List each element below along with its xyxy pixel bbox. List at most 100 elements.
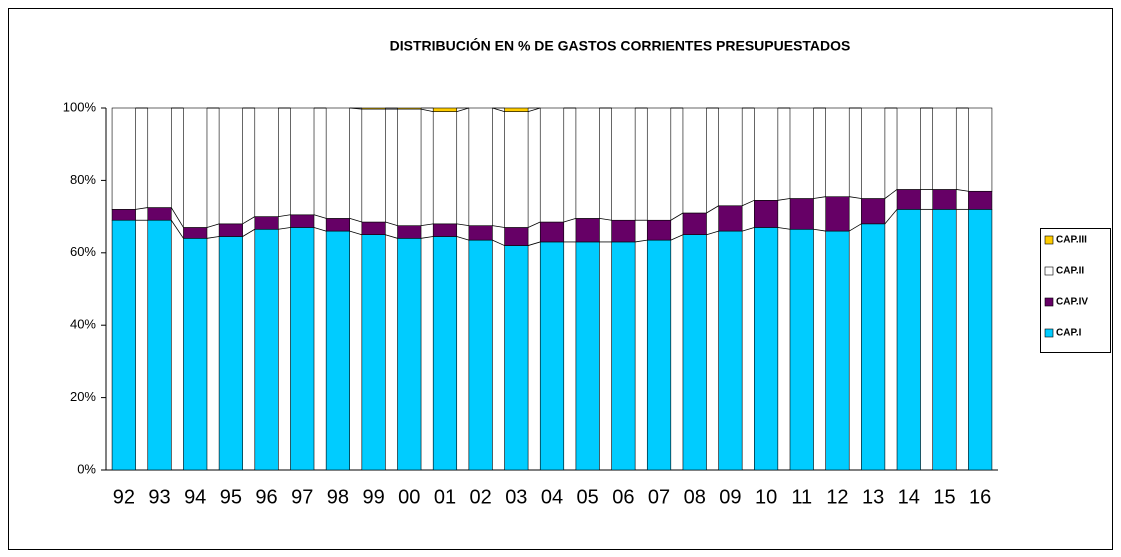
y-tick-label: 60%: [70, 244, 96, 259]
legend-label: CAP.II: [1056, 266, 1084, 277]
series-line: [420, 236, 434, 239]
bar-segment: [575, 218, 600, 243]
series-line: [170, 219, 184, 239]
bar-segment: [504, 227, 529, 246]
series-line: [742, 227, 755, 232]
bar-segment: [147, 107, 172, 208]
x-tick-label: 98: [327, 486, 349, 508]
series-line: [884, 189, 898, 199]
bar-segment: [397, 238, 422, 471]
bar-segment: [789, 198, 814, 230]
bar-segment: [861, 198, 886, 225]
x-tick-label: 07: [648, 486, 670, 508]
bar-segment: [147, 219, 172, 471]
series-line: [492, 239, 505, 246]
x-tick-label: 92: [113, 486, 135, 508]
series-line: [706, 230, 719, 236]
series-line: [456, 223, 469, 227]
series-line: [313, 214, 327, 219]
bar-segment: [611, 241, 636, 471]
y-tick-label: 0%: [77, 461, 96, 476]
bar-segment: [361, 108, 386, 223]
bar-segment: [397, 107, 422, 110]
bar-segment: [325, 218, 350, 232]
series-line: [456, 236, 469, 241]
series-line: [670, 234, 684, 241]
series-line: [956, 189, 969, 192]
bar-segment: [539, 107, 565, 223]
series-line: [206, 223, 220, 228]
bar-segment: [575, 107, 600, 219]
bar-segment: [968, 209, 993, 471]
y-tick-label: 80%: [70, 172, 96, 187]
bar-segment: [290, 214, 315, 228]
bar-segment: [682, 234, 707, 471]
series-line: [777, 198, 791, 201]
bar-segment: [183, 107, 208, 228]
bar-segment: [397, 108, 422, 226]
bar-segment: [682, 212, 707, 235]
y-tick-label: 20%: [70, 389, 96, 404]
series-line: [420, 223, 434, 227]
series-line: [849, 223, 862, 232]
bar-segment: [825, 107, 850, 197]
bar-segment: [896, 209, 921, 471]
series-line: [385, 234, 398, 239]
x-tick-label: 16: [969, 486, 991, 508]
bar-segment: [896, 189, 921, 210]
bar-segment: [611, 107, 636, 221]
x-tick-label: 08: [684, 486, 706, 508]
legend-swatch: [1044, 235, 1054, 245]
bar-segment: [646, 219, 672, 241]
series-line: [527, 241, 541, 246]
bar-segment: [397, 225, 422, 239]
bar-segment: [968, 190, 993, 210]
series-line: [492, 225, 505, 228]
bar-segment: [539, 221, 565, 243]
bar-segment: [111, 209, 136, 221]
bar-segment: [218, 236, 243, 471]
x-tick-label: 05: [577, 486, 599, 508]
bar-segment: [254, 228, 279, 471]
bar-segment: [504, 245, 529, 471]
bar-segment: [932, 209, 957, 471]
bar-segment: [754, 227, 779, 471]
legend-label: CAP.IV: [1056, 297, 1088, 308]
bar-segment: [682, 107, 707, 214]
series-line: [706, 205, 719, 214]
bar-segment: [147, 207, 172, 221]
bar-segment: [932, 107, 957, 190]
bar-segment: [325, 230, 350, 471]
bar-segment: [290, 107, 315, 216]
bar-segment: [825, 196, 850, 232]
x-tick-label: 14: [898, 486, 920, 508]
x-tick-label: 09: [719, 486, 741, 508]
series-line: [742, 199, 755, 207]
series-line: [420, 108, 434, 113]
bar-segment: [718, 107, 743, 207]
series-line: [385, 221, 398, 227]
bar-segment: [861, 107, 886, 199]
bar-segment: [183, 238, 208, 471]
bar-segment: [361, 107, 386, 110]
series-line: [527, 107, 541, 113]
bar-segment: [646, 239, 672, 471]
bar-segment: [218, 223, 243, 237]
series-line: [635, 239, 648, 243]
series-line: [599, 218, 612, 221]
bar-segment: [468, 107, 493, 226]
legend-label: CAP.III: [1056, 235, 1087, 246]
bar-segment: [432, 236, 458, 471]
series-line: [884, 209, 898, 225]
x-tick-label: 00: [398, 486, 420, 508]
x-tick-label: 10: [755, 486, 777, 508]
bar-segment: [718, 205, 743, 232]
bar-segment: [896, 107, 921, 190]
bar-segment: [932, 189, 957, 210]
x-tick-label: 02: [470, 486, 492, 508]
bar-segment: [432, 107, 458, 112]
x-tick-label: 95: [220, 486, 242, 508]
series-line: [349, 218, 362, 223]
bar-segment: [218, 107, 243, 225]
